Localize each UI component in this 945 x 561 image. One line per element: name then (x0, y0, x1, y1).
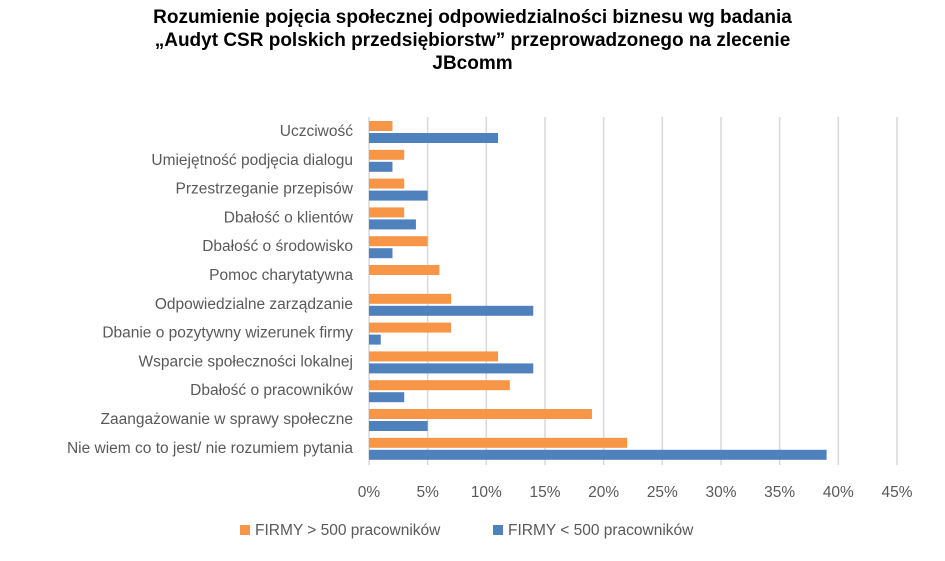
x-tick-label: 30% (705, 484, 736, 501)
bar-small-firms (369, 248, 393, 259)
category-label: Uczciwość (280, 123, 353, 140)
category-label: Zaangażowanie w sprawy społeczne (101, 411, 353, 428)
x-tick-label: 40% (823, 484, 854, 501)
bar-large-firms (369, 437, 628, 448)
chart-title: Rozumienie pojęcia społecznej odpowiedzi… (0, 6, 945, 75)
bar-large-firms (369, 149, 405, 160)
category-label: Nie wiem co to jest/ nie rozumiem pytani… (67, 440, 353, 457)
category-label: Odpowiedzialne zarządzanie (155, 296, 353, 313)
category-label: Pomoc charytatywna (209, 267, 353, 284)
category-label: Przestrzeganie przepisów (176, 181, 354, 198)
x-tick-label: 0% (358, 484, 381, 501)
bar-small-firms (369, 334, 381, 345)
legend-swatch (240, 525, 250, 535)
bar-large-firms (369, 236, 428, 247)
bar-large-firms (369, 293, 452, 304)
category-label: Dbałość o klientów (224, 209, 354, 226)
bar-small-firms (369, 305, 534, 316)
category-label: Dbanie o pozytywny wizerunek firmy (102, 325, 353, 342)
chart-title-line: Rozumienie pojęcia społecznej odpowiedzi… (153, 7, 792, 28)
x-tick-label: 15% (529, 484, 560, 501)
bar-small-firms (369, 161, 393, 172)
x-tick-label: 20% (588, 484, 619, 501)
bar-large-firms (369, 207, 405, 218)
bar-small-firms (369, 190, 428, 201)
bar-small-firms (369, 392, 405, 403)
legend-label: FIRMY > 500 pracowników (255, 522, 441, 539)
x-tick-label: 5% (416, 484, 439, 501)
category-label: Dbałość o środowisko (202, 238, 353, 255)
x-tick-label: 45% (881, 484, 912, 501)
legend-swatch (493, 525, 503, 535)
bar-small-firms (369, 449, 827, 460)
bar-large-firms (369, 322, 452, 333)
x-tick-label: 25% (647, 484, 678, 501)
bar-large-firms (369, 178, 405, 189)
bar-large-firms (369, 265, 440, 275)
bar-small-firms (369, 421, 428, 431)
x-tick-label: 35% (764, 484, 795, 501)
category-label: Wsparcie społeczności lokalnej (138, 353, 353, 370)
x-tick-label: 10% (471, 484, 502, 501)
bar-large-firms (369, 380, 510, 391)
category-label: Dbałość o pracowników (190, 382, 354, 399)
bar-small-firms (369, 219, 416, 230)
category-label: Umiejętność podjęcia dialogu (151, 152, 353, 169)
bar-large-firms (369, 121, 393, 131)
legend-label: FIRMY < 500 pracowników (508, 522, 694, 539)
bar-large-firms (369, 409, 592, 419)
chart-title-line: „Audyt CSR polskich przedsiębiorstw” prz… (154, 30, 791, 51)
bar-small-firms (369, 363, 534, 374)
bar-small-firms (369, 133, 499, 143)
chart-title-line: JBcomm (432, 53, 513, 74)
bar-large-firms (369, 351, 499, 362)
